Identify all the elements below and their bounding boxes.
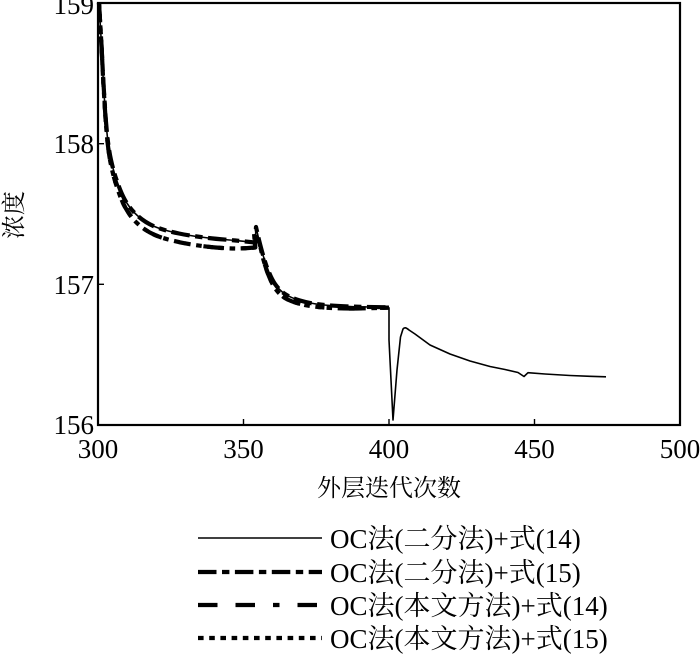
svg-text:450: 450: [514, 434, 555, 464]
svg-text:OC法(本文方法)+式(15): OC法(本文方法)+式(15): [330, 624, 608, 654]
svg-text:OC法(二分法)+式(14): OC法(二分法)+式(14): [330, 524, 581, 554]
svg-text:350: 350: [223, 434, 264, 464]
svg-text:156: 156: [54, 410, 95, 440]
svg-text:400: 400: [369, 434, 410, 464]
svg-text:OC法(二分法)+式(15): OC法(二分法)+式(15): [330, 558, 581, 588]
svg-text:OC法(本文方法)+式(14): OC法(本文方法)+式(14): [330, 591, 608, 621]
svg-text:159: 159: [54, 0, 95, 20]
svg-text:外层迭代次数: 外层迭代次数: [317, 475, 461, 502]
svg-text:浓度: 浓度: [1, 191, 28, 239]
svg-text:157: 157: [54, 270, 95, 300]
svg-text:158: 158: [54, 129, 95, 159]
svg-text:500: 500: [660, 434, 700, 464]
